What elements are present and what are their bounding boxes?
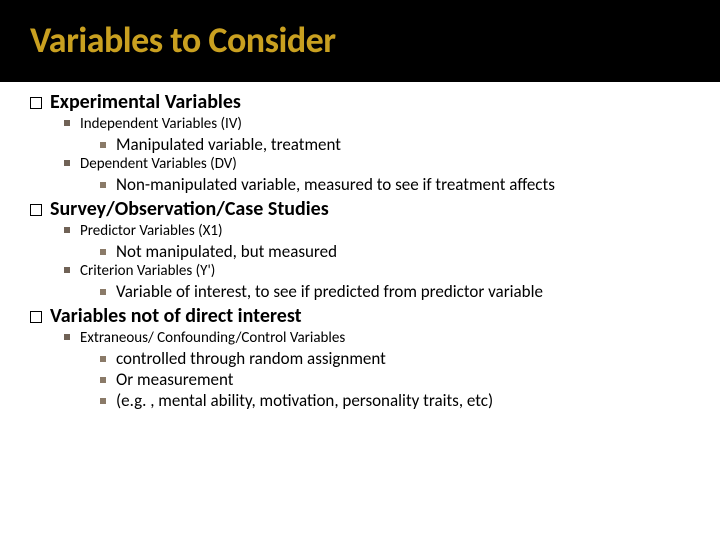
list-subitem: Variable of interest, to see if predicte… (100, 281, 690, 302)
square-bullet-icon (64, 227, 70, 233)
square-bullet-icon (64, 267, 70, 273)
square-bullet-icon (100, 356, 106, 362)
subitem-text: Non-manipulated variable, measured to se… (116, 174, 555, 195)
square-bullet-icon (100, 142, 106, 148)
section-experimental: Experimental Variables Independent Varia… (30, 90, 690, 195)
list-item: Extraneous/ Confounding/Control Variable… (64, 329, 690, 348)
box-bullet-icon (30, 97, 42, 109)
item-text: Independent Variables (IV) (80, 115, 242, 134)
subitem-text: Not manipulated, but measured (116, 241, 337, 262)
section-heading: Experimental Variables (30, 90, 690, 114)
list-subitem: controlled through random assignment (100, 348, 690, 369)
heading-text: Experimental Variables (50, 90, 241, 114)
list-subitem: (e.g. , mental ability, motivation, pers… (100, 390, 690, 411)
subitem-text: Or measurement (116, 369, 233, 390)
list-item: Dependent Variables (DV) (64, 155, 690, 174)
item-text: Extraneous/ Confounding/Control Variable… (80, 329, 345, 348)
square-bullet-icon (64, 334, 70, 340)
square-bullet-icon (64, 160, 70, 166)
list-subitem: Or measurement (100, 369, 690, 390)
slide-content: Experimental Variables Independent Varia… (0, 82, 720, 412)
section-not-direct: Variables not of direct interest Extrane… (30, 304, 690, 412)
subitem-text: Manipulated variable, treatment (116, 134, 341, 155)
box-bullet-icon (30, 311, 42, 323)
list-subitem: Manipulated variable, treatment (100, 134, 690, 155)
list-subitem: Non-manipulated variable, measured to se… (100, 174, 690, 195)
item-text: Dependent Variables (DV) (80, 155, 237, 174)
square-bullet-icon (100, 289, 106, 295)
box-bullet-icon (30, 204, 42, 216)
subitem-text: controlled through random assignment (116, 348, 386, 369)
item-text: Criterion Variables (Y') (80, 262, 215, 281)
item-text: Predictor Variables (X1) (80, 222, 223, 241)
list-item: Criterion Variables (Y') (64, 262, 690, 281)
section-heading: Variables not of direct interest (30, 304, 690, 328)
square-bullet-icon (100, 377, 106, 383)
heading-text: Survey/Observation/Case Studies (50, 197, 329, 221)
square-bullet-icon (100, 398, 106, 404)
subitem-text: (e.g. , mental ability, motivation, pers… (116, 390, 493, 411)
square-bullet-icon (100, 182, 106, 188)
title-band: Variables to Consider (0, 0, 720, 82)
subitem-text: Variable of interest, to see if predicte… (116, 281, 543, 302)
heading-text: Variables not of direct interest (50, 304, 302, 328)
square-bullet-icon (100, 249, 106, 255)
section-heading: Survey/Observation/Case Studies (30, 197, 690, 221)
section-survey: Survey/Observation/Case Studies Predicto… (30, 197, 690, 302)
list-subitem: Not manipulated, but measured (100, 241, 690, 262)
square-bullet-icon (64, 120, 70, 126)
list-item: Independent Variables (IV) (64, 115, 690, 134)
slide-title: Variables to Consider (30, 18, 690, 62)
list-item: Predictor Variables (X1) (64, 222, 690, 241)
